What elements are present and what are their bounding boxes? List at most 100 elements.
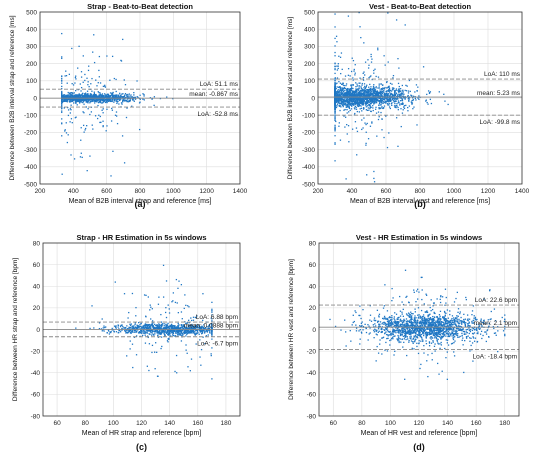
scatter-point [438, 91, 440, 93]
scatter-point [62, 98, 64, 100]
scatter-point [118, 98, 120, 100]
scatter-point [68, 94, 70, 96]
scatter-point [361, 110, 363, 112]
scatter-point [350, 98, 352, 101]
scatter-point [143, 328, 146, 330]
scatter-point [391, 104, 393, 106]
scatter-point [119, 329, 121, 332]
scatter-point [160, 330, 163, 332]
scatter-point [348, 141, 350, 143]
scatter-point [334, 143, 336, 145]
scatter-point [161, 331, 163, 333]
scatter-point [87, 108, 89, 110]
scatter-point [150, 324, 152, 327]
scatter-point [379, 93, 381, 95]
scatter-point [118, 103, 120, 105]
scatter-point [381, 95, 383, 98]
scatter-point [159, 333, 161, 335]
scatter-point [197, 327, 199, 329]
scatter-point [194, 333, 196, 335]
scatter-point [354, 121, 357, 123]
scatter-point [376, 95, 378, 97]
scatter-point [366, 88, 369, 91]
scatter-point [375, 102, 378, 104]
scatter-point [357, 105, 359, 108]
scatter-point [399, 104, 401, 106]
scatter-point [151, 351, 153, 354]
scatter-point [66, 82, 68, 84]
scatter-point [393, 105, 396, 107]
scatter-point [86, 125, 88, 127]
scatter-point [346, 88, 348, 90]
scatter-point [122, 99, 124, 101]
scatter-point [168, 312, 171, 314]
scatter-point [63, 99, 65, 102]
scatter-point [61, 75, 63, 78]
scatter-point [369, 93, 371, 95]
scatter-point [367, 67, 370, 69]
scatter-point [344, 108, 346, 111]
scatter-point [152, 325, 155, 327]
scatter-point [360, 99, 362, 102]
scatter-point [61, 80, 63, 82]
scatter-point [166, 96, 168, 98]
scatter-point [334, 112, 336, 114]
scatter-point [127, 328, 129, 330]
scatter-point [381, 118, 383, 120]
scatter-point [334, 93, 336, 96]
scatter-point [153, 327, 156, 329]
scatter-point [202, 329, 204, 332]
scatter-point [381, 90, 383, 93]
scatter-point [140, 330, 143, 332]
scatter-point [110, 175, 112, 177]
scatter-point [374, 94, 377, 97]
scatter-point [157, 324, 159, 326]
scatter-point [365, 109, 368, 111]
scatter-point [150, 331, 152, 334]
scatter-point [394, 101, 396, 103]
scatter-point [200, 364, 202, 366]
scatter-point [337, 91, 340, 93]
scatter-point [334, 45, 336, 47]
scatter-point [82, 99, 84, 101]
loa-label: LoA: -99.8 ms [480, 119, 521, 126]
scatter-point [344, 100, 346, 103]
scatter-point [175, 354, 178, 357]
scatter-point [70, 98, 73, 100]
scatter-point [104, 96, 106, 98]
scatter-point [117, 94, 119, 96]
scatter-point [334, 98, 336, 101]
scatter-point [340, 90, 342, 92]
scatter-point [96, 101, 98, 103]
scatter-point [414, 91, 416, 93]
scatter-point [120, 95, 122, 97]
scatter-point [176, 332, 178, 334]
scatter-point [149, 331, 152, 333]
scatter-point [387, 86, 389, 89]
scatter-point [111, 327, 113, 330]
scatter-point [373, 87, 375, 89]
scatter-point [354, 72, 356, 74]
scatter-point [347, 89, 349, 91]
scatter-point [392, 97, 394, 100]
scatter-point [132, 96, 134, 99]
scatter-point [364, 85, 366, 87]
scatter-point [363, 98, 365, 100]
scatter-point [65, 70, 67, 72]
scatter-point [417, 97, 419, 99]
scatter-point [211, 323, 213, 325]
scatter-point [352, 87, 354, 90]
scatter-point [386, 87, 388, 89]
scatter-point [341, 100, 344, 103]
scatter-point [135, 335, 138, 337]
scatter-point [141, 327, 143, 329]
scatter-point [116, 96, 118, 98]
scatter-point [363, 107, 365, 109]
scatter-point [63, 95, 66, 98]
scatter-point [358, 95, 361, 97]
scatter-point [182, 325, 185, 328]
scatter-point [176, 330, 179, 333]
scatter-point [363, 83, 366, 85]
scatter-point [175, 331, 178, 333]
